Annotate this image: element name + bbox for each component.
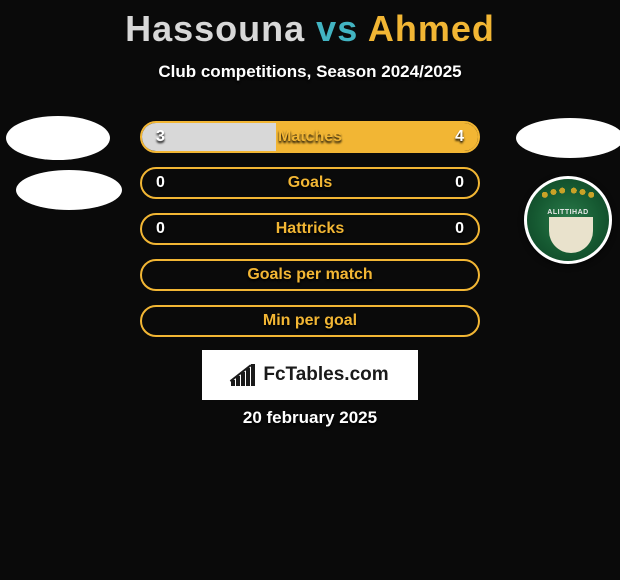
subtitle: Club competitions, Season 2024/2025 [0,62,620,82]
stat-row: Min per goal [140,305,480,337]
watermark-chart-icon [231,364,259,386]
club-badge-shield-icon [549,217,593,253]
stat-value-right: 4 [430,128,478,146]
watermark-text: FcTables.com [263,364,388,386]
player1-club-logo [16,170,122,210]
stats-container: 3Matches40Goals00Hattricks0Goals per mat… [140,121,480,351]
stat-label: Hattricks [142,220,478,238]
page-title: Hassouna vs Ahmed [0,0,620,50]
player1-logo [6,116,110,160]
stat-label: Goals [142,174,478,192]
stat-row: 0Hattricks0 [140,213,480,245]
vs-text: vs [316,8,358,49]
stat-row: 3Matches4 [140,121,480,153]
date-text: 20 february 2025 [0,408,620,428]
stat-label: Goals per match [142,266,478,284]
watermark: FcTables.com [202,350,418,400]
watermark-bar-icon [246,368,250,386]
stat-row: 0Goals0 [140,167,480,199]
watermark-bar-icon [251,364,255,386]
watermark-bar-icon [236,376,240,386]
stat-row: Goals per match [140,259,480,291]
player1-name: Hassouna [125,8,305,49]
stat-value-right: 0 [430,174,478,192]
player2-logo [516,118,620,158]
player2-name: Ahmed [368,8,495,49]
stat-label: Min per goal [142,312,478,330]
club-badge-text: ALITTIHAD [527,209,609,216]
watermark-bar-icon [241,372,245,386]
stat-label: Matches [142,128,478,146]
stat-value-right: 0 [430,220,478,238]
player2-club-badge: ALITTIHAD [524,176,612,264]
